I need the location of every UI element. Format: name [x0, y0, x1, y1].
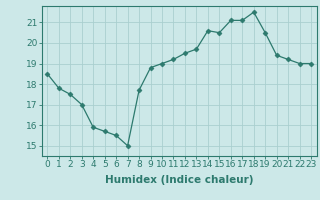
X-axis label: Humidex (Indice chaleur): Humidex (Indice chaleur) — [105, 175, 253, 185]
